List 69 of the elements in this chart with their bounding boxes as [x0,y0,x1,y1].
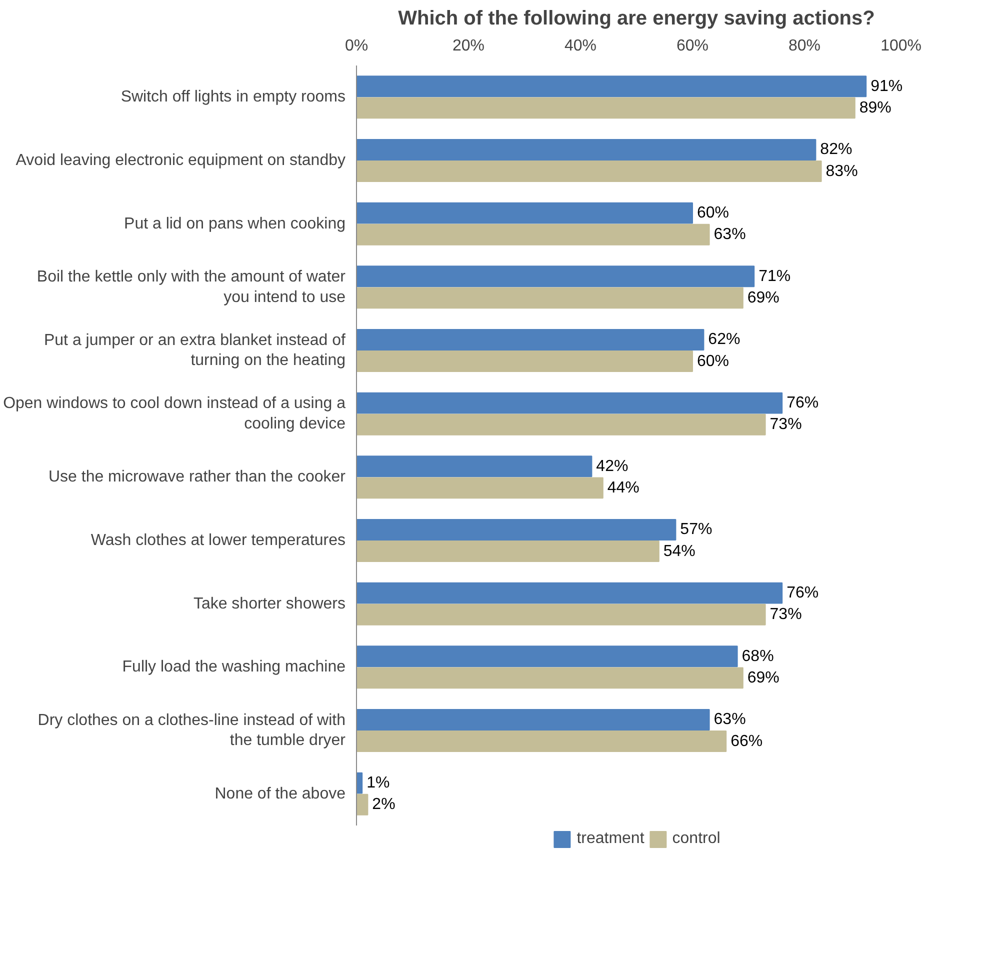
bar [356,519,676,540]
y-tick-label: Put a jumper or an extra blanket instead of turning on the heating [44,332,346,370]
x-tick-label: 0% [344,38,368,54]
bar [356,329,704,350]
y-tick-label: None of the above [214,785,346,802]
bar [356,794,368,816]
data-label: 68% [742,648,774,665]
data-label: 63% [714,226,746,244]
bar [356,414,766,436]
data-label: 1% [366,774,390,792]
bar [356,582,783,604]
data-label: 82% [820,141,852,158]
y-tick-label: Fully load the washing machine [122,658,346,676]
data-label: 69% [747,289,780,306]
data-label: 76% [786,584,819,602]
y-tick-label: Boil the kettle only with the amount of water you intend to use [36,268,346,306]
bar [356,730,727,752]
bar [356,202,693,224]
data-label: 44% [607,479,640,496]
x-tick-label: 100% [880,38,922,54]
bar [356,350,693,372]
y-tick-label: Avoid leaving electronic equipment on standby [16,152,346,169]
bar [356,287,744,309]
bar [356,456,592,478]
data-label: 83% [826,162,858,180]
x-tick-label: 60% [676,38,709,54]
y-tick-label: Open windows to cool down instead of a using a cooling device [3,395,346,433]
data-label: 69% [747,669,780,686]
bar [356,266,755,288]
chart-title: Which of the following are energy saving actions? [398,8,875,30]
y-tick-label: Use the microwave rather than the cooker [48,468,346,486]
bar [356,667,744,689]
bar [356,97,856,119]
bar [356,139,816,160]
y-tick-label: Put a lid on pans when cooking [124,215,346,232]
bar [356,772,363,794]
bar [356,224,710,246]
x-tick-label: 40% [564,38,597,54]
bar [356,160,822,182]
bar [356,709,710,730]
data-label: 66% [730,732,763,750]
legend-label: control [672,830,720,848]
data-label: 71% [758,268,791,285]
data-label: 76% [786,394,819,412]
data-label: 60% [696,352,730,370]
y-tick-label: Wash clothes at lower temperatures [90,532,346,549]
data-label: 54% [663,542,696,560]
x-tick-label: 80% [788,38,821,54]
data-label: 62% [708,331,740,348]
data-label: 63% [714,711,746,728]
data-label: 73% [770,416,802,434]
bar [356,76,867,98]
data-label: 91% [870,78,903,95]
data-label: 42% [596,458,628,475]
y-tick-label: Take shorter showers [193,595,346,612]
legend-label: treatment [576,830,644,848]
bar [356,477,604,499]
x-tick-label: 20% [452,38,485,54]
y-tick-label: Switch off lights in empty rooms [120,88,346,106]
bar [356,604,766,626]
data-label: 2% [372,796,396,814]
data-label: 73% [770,606,802,624]
bar [356,392,783,414]
y-tick-label: Dry clothes on a clothes-line instead of with the tumble dryer [38,712,346,750]
bar [356,540,660,562]
data-label: 57% [680,521,712,538]
data-label: 60% [696,204,730,222]
bar [356,646,738,668]
data-label: 89% [859,99,892,116]
